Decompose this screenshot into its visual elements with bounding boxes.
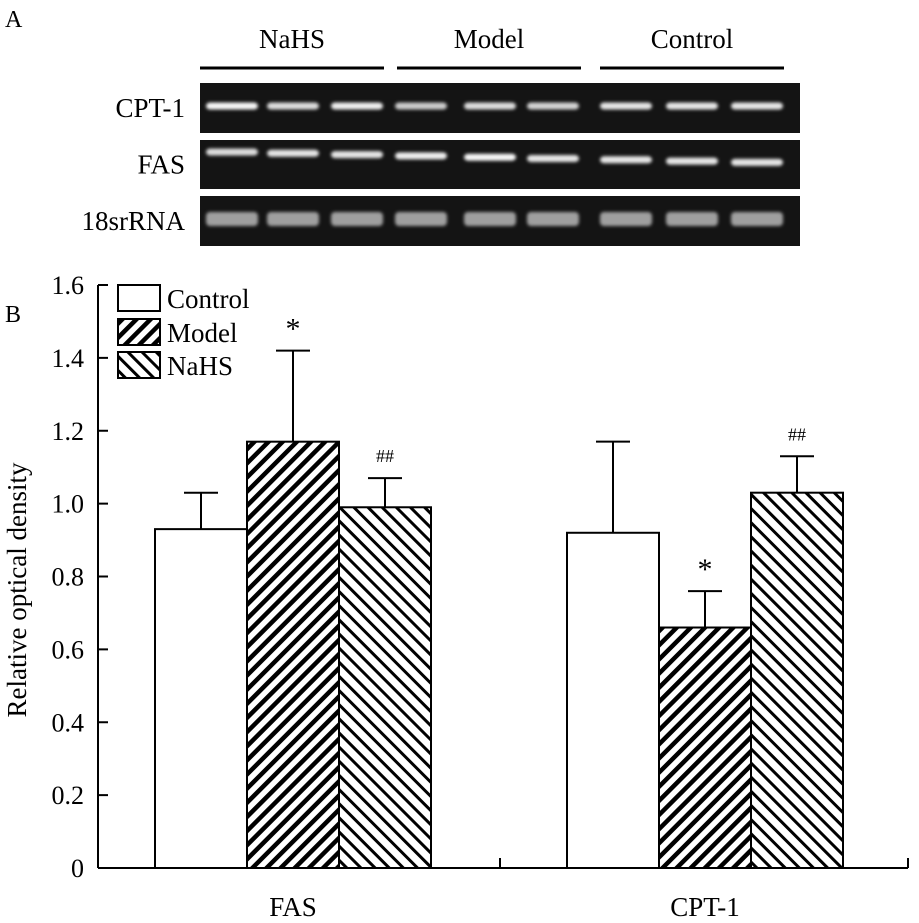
gel-group-label-model: Model <box>454 24 525 54</box>
gel-band <box>395 212 447 226</box>
gel-band <box>600 212 652 226</box>
legend-item-nahs: NaHS <box>117 351 233 381</box>
gel-row-label: CPT-1 <box>115 93 185 123</box>
gel-band <box>331 102 383 110</box>
gel-band <box>731 212 783 226</box>
gel-band <box>464 212 516 226</box>
gel-band <box>464 102 516 110</box>
gel-band <box>731 102 783 110</box>
gel-group-label-control: Control <box>651 24 734 54</box>
bar <box>246 440 340 869</box>
legend-label: Control <box>167 284 250 314</box>
gel-band <box>331 151 383 159</box>
gel-band <box>600 156 652 164</box>
gel-rows: CPT-1 FAS 18srRNA <box>81 83 800 246</box>
panel-b-label: B <box>5 302 21 328</box>
bar <box>338 506 432 869</box>
gel-band <box>395 152 447 160</box>
bar-nahs-fas: ## <box>338 446 432 869</box>
gel-group-label-nahs: NaHS <box>259 24 325 54</box>
legend-swatch <box>117 351 161 379</box>
y-tick-label: 0.8 <box>52 563 85 592</box>
y-tick-label: 1.2 <box>52 417 85 446</box>
significance-hash: ## <box>376 446 394 466</box>
legend-label: NaHS <box>167 351 233 381</box>
bar-model-fas: * <box>246 313 340 869</box>
gel-band <box>267 212 319 226</box>
y-tick-label: 1.0 <box>52 490 85 519</box>
y-tick-label: 0.4 <box>52 708 85 737</box>
gel-panel: A NaHS Model Control CPT-1 FAS 18srRNA <box>5 7 800 246</box>
gel-row-label: FAS <box>137 150 185 180</box>
legend-item-control: Control <box>117 284 250 314</box>
significance-star: * <box>286 313 301 346</box>
legend-item-model: Model <box>117 318 238 348</box>
gel-band <box>527 155 579 162</box>
gel-row-18srrna: 18srRNA <box>81 196 800 246</box>
gel-group-headers: NaHS Model Control <box>200 24 784 70</box>
significance-hash: ## <box>788 424 806 444</box>
gel-band <box>527 212 579 226</box>
gel-band <box>395 102 447 110</box>
y-tick-label: 0.2 <box>52 781 85 810</box>
gel-row-label: 18srRNA <box>81 206 185 236</box>
gel-row-fas: FAS <box>137 140 800 189</box>
significance-star: * <box>698 553 713 586</box>
gel-band <box>206 212 258 226</box>
gel-band <box>331 212 383 226</box>
gel-band <box>600 102 652 110</box>
legend-label: Model <box>167 318 238 348</box>
bar-chart: B Relative optical density 0 0.2 0.4 0.6 0.8… <box>2 271 909 922</box>
gel-band <box>666 102 718 110</box>
bar-control-cpt-1 <box>566 440 660 870</box>
bar <box>658 626 752 870</box>
gel-band <box>267 102 319 110</box>
y-tick-label: 0.6 <box>52 635 85 664</box>
y-tick-label: 1.6 <box>52 271 85 300</box>
legend-swatch <box>117 284 161 312</box>
y-axis: 0 0.2 0.4 0.6 0.8 1.0 1.2 1.4 1.6 <box>52 271 108 883</box>
gel-band <box>267 149 319 157</box>
bar <box>566 531 660 870</box>
gel-band <box>731 158 783 166</box>
gel-band <box>464 153 516 161</box>
x-category-label-cpt-1: CPT-1 <box>670 892 740 922</box>
bar-control-fas <box>154 491 248 869</box>
gel-band <box>666 212 718 226</box>
bars: * * ## ## <box>154 313 844 870</box>
y-tick-label: 1.4 <box>52 344 85 373</box>
gel-row-cpt-1: CPT-1 <box>115 83 800 133</box>
y-axis-label: Relative optical density <box>2 462 32 717</box>
gel-band <box>206 102 258 110</box>
bar-nahs-cpt-1: ## <box>750 424 844 869</box>
y-tick-label: 0 <box>71 854 84 883</box>
gel-band <box>666 157 718 165</box>
gel-band <box>206 148 258 156</box>
bar-model-cpt-1: * <box>658 553 752 870</box>
bar <box>154 528 248 869</box>
gel-band <box>527 102 579 110</box>
panel-a-label: A <box>5 7 23 33</box>
x-category-label-fas: FAS <box>269 892 317 922</box>
bar <box>750 491 844 869</box>
legend-swatch <box>117 318 161 346</box>
